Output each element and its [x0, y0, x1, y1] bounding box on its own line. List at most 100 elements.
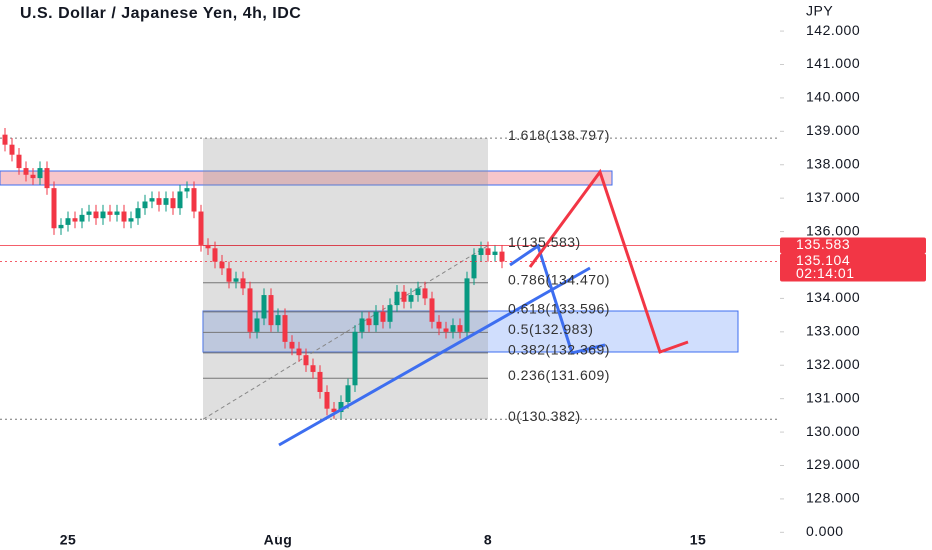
candle-body [72, 218, 78, 222]
candle-body [163, 198, 169, 205]
candle-body [51, 188, 57, 229]
candle-body [114, 211, 120, 215]
candle-body [422, 288, 428, 299]
candle-body [345, 385, 351, 403]
candle-body [184, 188, 190, 192]
y-tick-label: 138.000 [806, 155, 860, 171]
projection-red [528, 168, 689, 354]
fib-label: 0.5(132.983) [508, 321, 593, 337]
candle-body [79, 214, 85, 222]
candle-body [338, 402, 344, 413]
countdown: 02:14:01 [796, 265, 855, 281]
candle-body [296, 348, 302, 356]
candle-body [93, 211, 99, 219]
candle-body [373, 311, 379, 326]
candle-body [387, 305, 393, 322]
candle-body [226, 268, 232, 282]
projection-blue [509, 243, 606, 355]
price-tag-label: 135.104 [796, 252, 850, 268]
candle-body [254, 318, 260, 332]
candle-body [107, 211, 113, 215]
candle-body [247, 288, 253, 332]
candle-body [275, 315, 281, 326]
candle-body [317, 371, 323, 392]
candle-body [324, 391, 330, 409]
candle-body [219, 261, 225, 269]
price-tag [780, 237, 926, 254]
candle-body [100, 211, 106, 219]
candle-body [408, 295, 414, 302]
candle-body [65, 218, 71, 225]
price-tag-label: 135.583 [796, 236, 850, 252]
x-tick-label: 8 [484, 532, 492, 548]
candle-body [212, 248, 218, 262]
candle-body [9, 144, 15, 155]
candle-body [282, 315, 288, 342]
resistance-zone [0, 170, 613, 186]
y-tick-label: 131.000 [806, 389, 860, 405]
y-tick-label: 142.000 [806, 22, 860, 38]
candle-body [443, 328, 449, 332]
currency: JPY [806, 3, 833, 19]
fib-label: 0.236(131.609) [508, 367, 610, 383]
fib-label: 0.618(133.596) [508, 301, 610, 317]
fib-label: 0.786(134.470) [508, 271, 610, 287]
y-tick-label: 136.000 [806, 222, 860, 238]
price-tag [780, 253, 926, 282]
candle-body [233, 278, 239, 282]
candle-body [394, 291, 400, 306]
candle-body [86, 211, 92, 215]
candle-body [380, 311, 386, 322]
candle-body [485, 248, 491, 255]
candle-body [156, 198, 162, 205]
candle-body [499, 251, 505, 262]
y-tick-label: 141.000 [806, 55, 860, 71]
candle-body [352, 331, 358, 386]
candle-body [23, 168, 29, 175]
candle-body [303, 355, 309, 366]
candle-body [464, 278, 470, 332]
candle-body [366, 318, 372, 326]
y-tick-label: 139.000 [806, 122, 860, 138]
candle-body [415, 288, 421, 296]
candle-body [478, 248, 484, 255]
candle-body [429, 298, 435, 322]
candle-body [240, 278, 246, 289]
candle-body [450, 325, 456, 332]
candle-body [2, 134, 8, 145]
y-tick-label: 130.000 [806, 423, 860, 439]
y-tick-label: 132.000 [806, 356, 860, 372]
y-tick-label: 129.000 [806, 456, 860, 472]
fib-label: 1(135.583) [508, 234, 581, 250]
candle-body [16, 154, 22, 169]
y-tick-label: 140.000 [806, 89, 860, 105]
x-tick-label: 15 [690, 532, 707, 548]
fib-label: 0(130.382) [508, 408, 581, 424]
fib-label: 0.382(132.369) [508, 342, 610, 358]
candle-body [261, 295, 267, 319]
candle-body [359, 318, 365, 332]
y-tick-label: 137.000 [806, 189, 860, 205]
candle-body [44, 168, 50, 189]
candle-body [471, 254, 477, 279]
candle-body [401, 291, 407, 302]
fib-label: 1.618(138.797) [508, 127, 610, 143]
candle-body [121, 211, 127, 222]
candle-body [436, 321, 442, 329]
y-tick-label: 134.000 [806, 289, 860, 305]
y-tick-label: 133.000 [806, 323, 860, 339]
chart-title: U.S. Dollar / Japanese Yen, 4h, IDC [20, 5, 301, 22]
x-tick-label: 25 [60, 532, 77, 548]
candle-body [492, 251, 498, 255]
y-tick-label: 0.000 [806, 523, 844, 539]
candle-body [170, 198, 176, 209]
trend-line [278, 266, 591, 447]
candle-body [128, 218, 134, 222]
candle-body [198, 211, 204, 245]
candle-body [135, 208, 141, 219]
candle-body [191, 188, 197, 212]
candle-body [331, 408, 337, 413]
candle-body [37, 168, 43, 179]
y-tick-label: 128.000 [806, 490, 860, 506]
